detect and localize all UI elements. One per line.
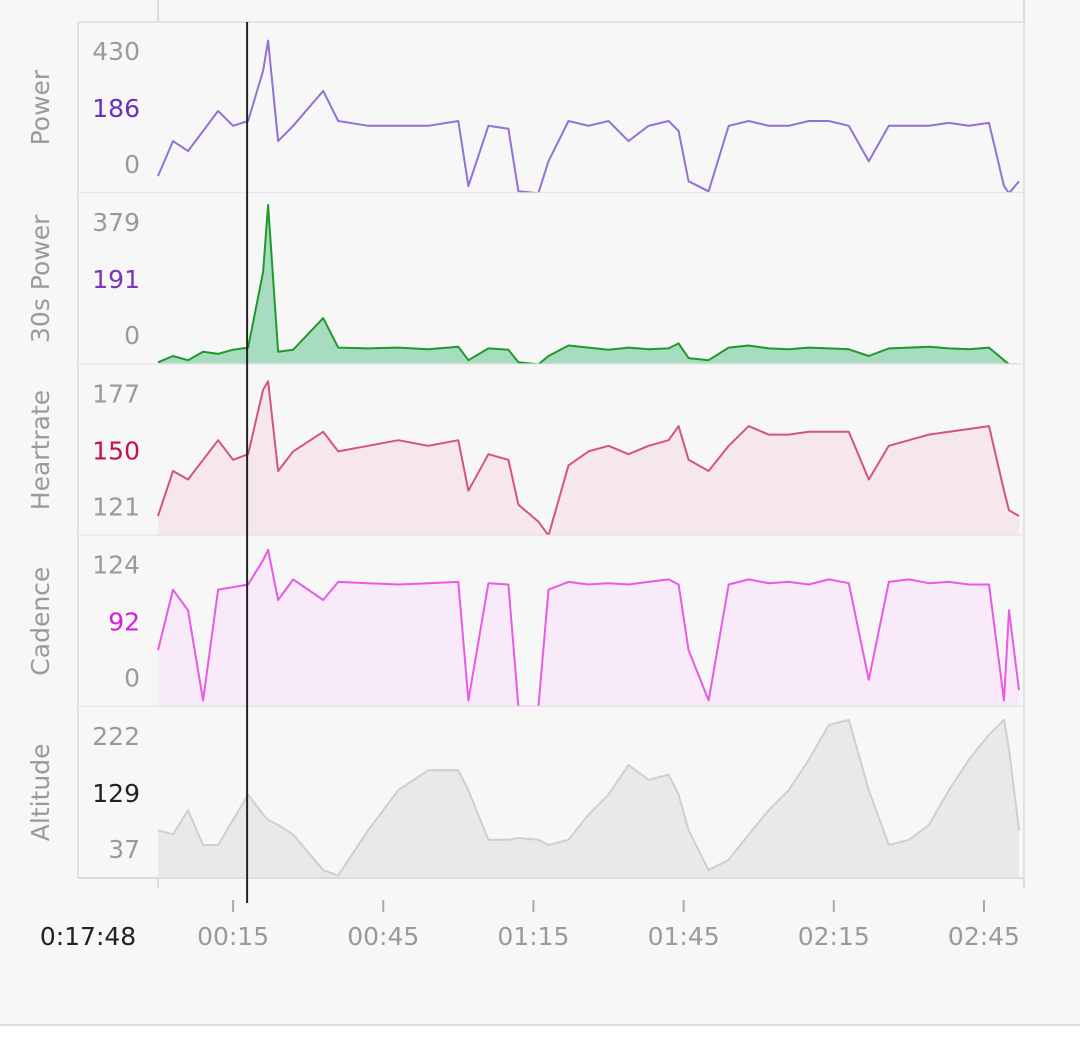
line xyxy=(157,380,1020,537)
panel-title: Altitude xyxy=(26,744,55,842)
panel-background xyxy=(78,193,1024,365)
area xyxy=(158,719,1019,878)
min-label: 0 xyxy=(124,321,140,350)
panel-title: Heartrate xyxy=(26,390,55,510)
min-label: 0 xyxy=(124,664,140,693)
min-label: 121 xyxy=(92,492,140,521)
max-label: 124 xyxy=(92,551,140,580)
panel-title: Power xyxy=(26,69,55,145)
avg-label: 186 xyxy=(92,94,140,123)
line xyxy=(157,718,1020,877)
line xyxy=(157,548,1020,708)
max-label: 430 xyxy=(92,37,140,66)
x-tick-label: 00:15 xyxy=(197,922,269,951)
line xyxy=(157,39,1020,195)
min-label: 0 xyxy=(124,150,140,179)
x-tick-label: 01:45 xyxy=(648,922,720,951)
panel-title: 30s Power xyxy=(26,214,55,343)
area xyxy=(158,549,1019,707)
avg-label: 129 xyxy=(92,779,140,808)
max-label: 222 xyxy=(92,722,140,751)
avg-label: 92 xyxy=(108,608,140,637)
max-label: 379 xyxy=(92,208,140,237)
x-tick-label: 00:45 xyxy=(347,922,419,951)
x-tick-label: 02:45 xyxy=(948,922,1020,951)
avg-label: 150 xyxy=(92,436,140,465)
x-tick-label: 02:15 xyxy=(798,922,870,951)
panel-background xyxy=(78,22,1024,194)
panel-title: Cadence xyxy=(26,567,55,676)
x-tick-label: 01:15 xyxy=(497,922,569,951)
max-label: 177 xyxy=(92,379,140,408)
min-label: 37 xyxy=(108,835,140,864)
bottom-bar xyxy=(0,1025,1080,1045)
avg-label: 191 xyxy=(92,265,140,294)
line xyxy=(157,204,1019,366)
area xyxy=(158,381,1019,536)
cursor-label: 0:17:48 xyxy=(40,922,136,951)
